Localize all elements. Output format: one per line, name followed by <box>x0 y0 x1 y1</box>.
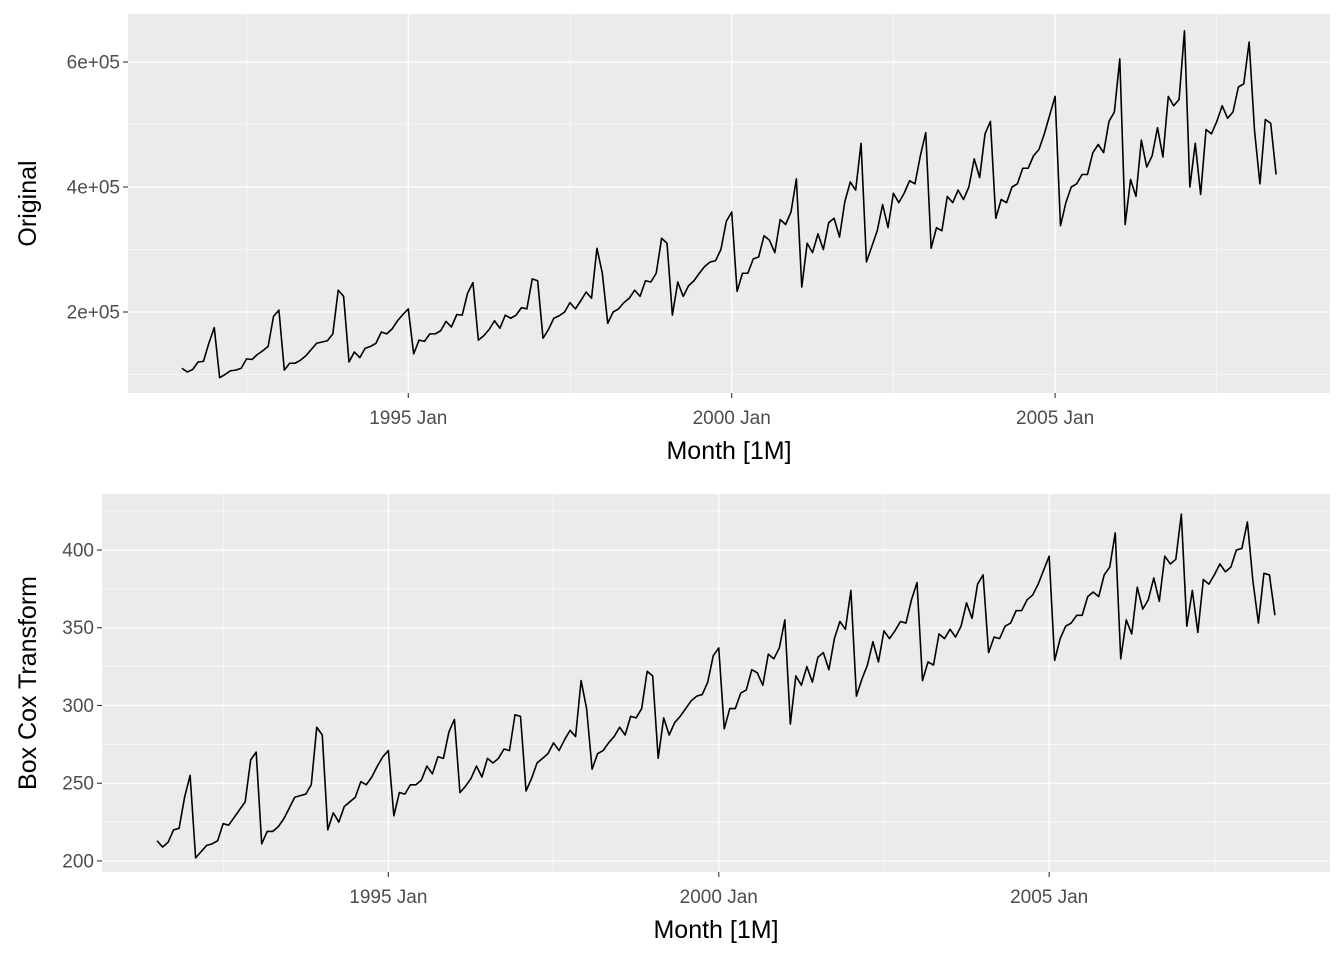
x-axis-title: Month [1M] <box>666 437 791 465</box>
y-tick-label: 250 <box>62 774 94 795</box>
y-axis-title: Box Cox Transform <box>14 576 42 790</box>
y-tick-label: 2e+05 <box>67 303 120 324</box>
x-tick-label: 1995 Jan <box>349 887 427 908</box>
panel-background <box>102 494 1330 872</box>
panel-background <box>128 14 1330 393</box>
x-axis-title: Month [1M] <box>653 916 778 944</box>
x-tick-label: 2000 Jan <box>693 408 771 429</box>
y-tick-label: 400 <box>62 540 94 561</box>
y-tick-label: 4e+05 <box>67 178 120 199</box>
y-tick-label: 200 <box>62 851 94 872</box>
x-tick-label: 2005 Jan <box>1016 408 1094 429</box>
x-tick-label: 2000 Jan <box>680 887 758 908</box>
panel <box>102 494 1330 872</box>
panel <box>128 14 1330 393</box>
y-tick-label: 6e+05 <box>67 53 120 74</box>
x-tick-label: 2005 Jan <box>1010 887 1088 908</box>
y-tick-label: 300 <box>62 696 94 717</box>
y-axis-title: Original <box>14 160 42 246</box>
data-line <box>156 513 1276 859</box>
data-line <box>181 29 1277 379</box>
x-tick-label: 1995 Jan <box>369 408 447 429</box>
y-tick-label: 350 <box>62 618 94 639</box>
